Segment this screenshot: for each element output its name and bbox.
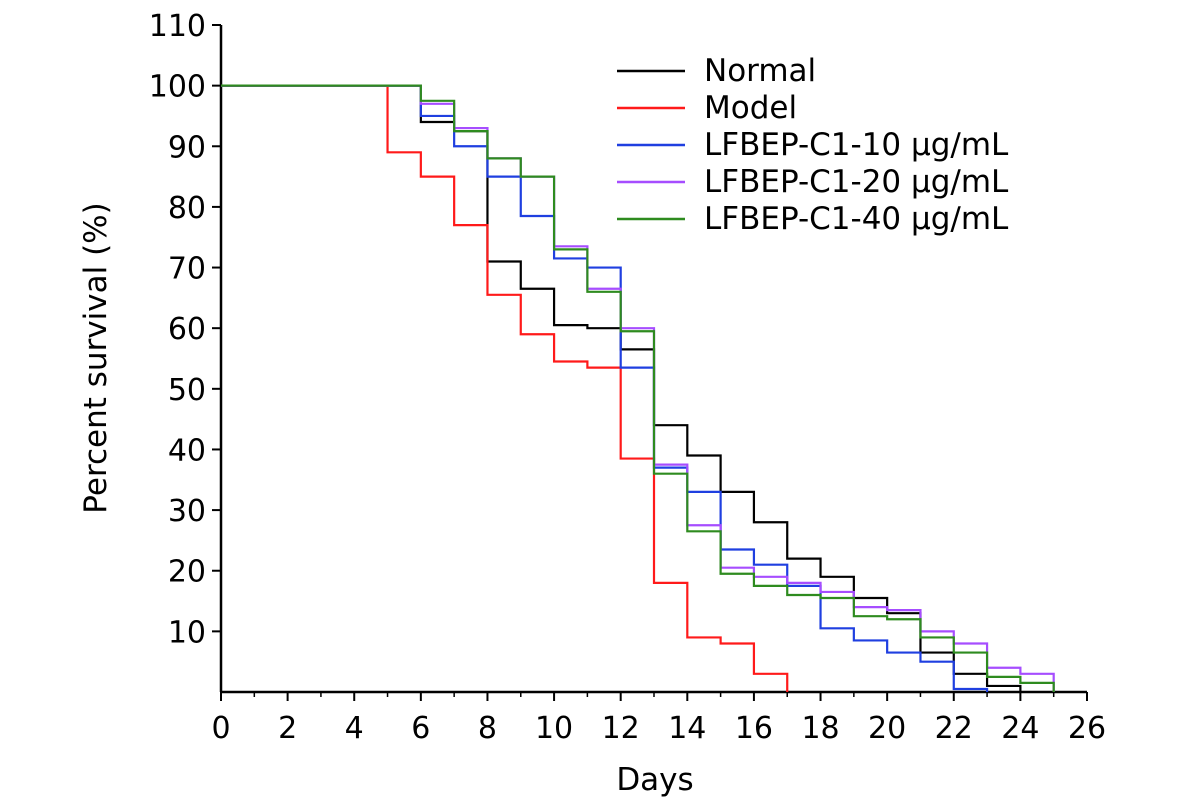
x-tick-label: 12 (602, 711, 640, 746)
y-tick-label: 50 (168, 373, 206, 408)
series-line-1 (221, 84, 1022, 692)
y-tick-label: 40 (168, 433, 206, 468)
y-tick-label: 20 (168, 555, 206, 590)
y-tick-label: 90 (168, 130, 206, 165)
x-tick-label: 2 (278, 711, 297, 746)
legend-label: LFBEP-C1-40 μg/mL (704, 201, 1009, 237)
y-tick-label: 100 (149, 70, 206, 105)
y-tick-label: 80 (168, 191, 206, 226)
y-tick-label: 110 (149, 9, 206, 44)
x-tick-label: 6 (411, 711, 430, 746)
x-tick-label: 22 (935, 711, 973, 746)
y-tick-label: 30 (168, 494, 206, 529)
x-tick-label: 0 (211, 711, 230, 746)
series-layer (221, 84, 1055, 692)
legend-label: Model (704, 90, 797, 126)
y-axis-title: Percent survival (%) (78, 202, 114, 513)
series-line-5 (221, 84, 1055, 692)
y-tick-label: 70 (168, 252, 206, 287)
legend-label: Normal (704, 53, 816, 89)
x-axis-title: Days (616, 762, 693, 798)
series-line-2 (221, 84, 789, 692)
axes: 0 2 4 6 8 10 12 14 16 18 20 22 24 2610203040506070809… (149, 9, 1106, 746)
x-tick-label: 4 (345, 711, 364, 746)
legend-label: LFBEP-C1-10 μg/mL (704, 127, 1009, 163)
x-tick-label: 10 (535, 711, 573, 746)
legend-label: LFBEP-C1-20 μg/mL (704, 164, 1009, 200)
x-tick-label: 26 (1068, 711, 1106, 746)
x-tick-label: 8 (478, 711, 497, 746)
x-tick-label: 18 (801, 711, 839, 746)
x-tick-label: 20 (868, 711, 906, 746)
x-tick-label: 14 (668, 711, 706, 746)
x-tick-label: 24 (1001, 711, 1039, 746)
y-tick-label: 60 (168, 312, 206, 347)
x-tick-label: 16 (735, 711, 773, 746)
y-tick-label: 10 (168, 615, 206, 650)
